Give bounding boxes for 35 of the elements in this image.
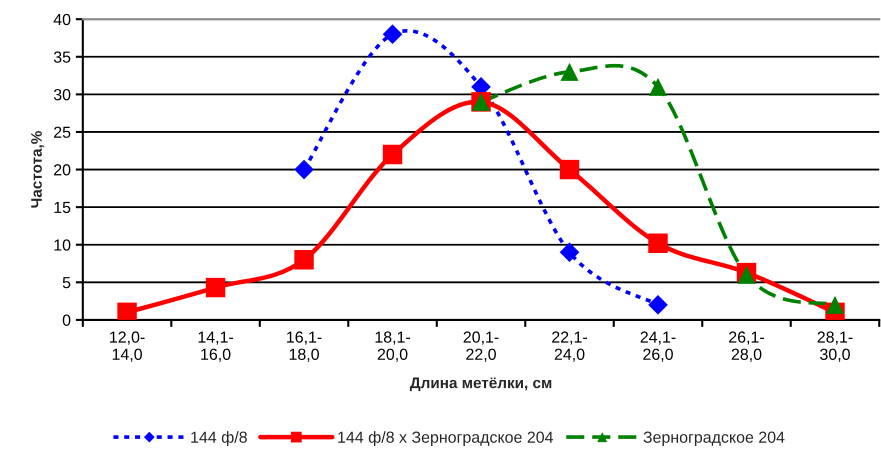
- x-tick-label: 14,1- 16,0: [198, 332, 234, 362]
- point: [560, 160, 580, 180]
- legend-label: 144 ф/8: [191, 431, 247, 446]
- x-tick-label: 18,1- 20,0: [376, 331, 410, 362]
- point: [206, 278, 226, 298]
- point: [648, 295, 668, 315]
- y-tick-label: 35: [54, 51, 70, 63]
- point: [560, 242, 580, 262]
- y-tick-label: 15: [54, 202, 70, 214]
- y-tick-label: 5: [62, 277, 70, 288]
- point: [648, 78, 668, 96]
- point: [382, 144, 402, 164]
- y-tick-label: 20: [54, 164, 70, 176]
- point: [294, 250, 314, 270]
- y-axis-title: Частота,%: [31, 131, 44, 208]
- y-tick-label: 25: [54, 126, 70, 138]
- x-tick-label: 16,1- 18,0: [287, 331, 322, 362]
- y-tick-label: 40: [54, 14, 70, 26]
- point: [648, 233, 668, 253]
- point: [826, 296, 844, 314]
- x-tick-label: 26,1- 28,0: [729, 331, 764, 362]
- x-tick-label: 20,1- 22,0: [464, 331, 499, 362]
- y-tick-label: 0: [62, 314, 70, 326]
- x-tick-label: 22,1- 24,0: [552, 331, 588, 362]
- x-axis-title: Длина метёлки, см: [410, 377, 552, 392]
- legend-label: 144 ф/8 х Зерноградское 204: [338, 431, 554, 446]
- y-tick-label: 10: [54, 239, 70, 251]
- point: [294, 160, 314, 180]
- x-tick-label: 24,1- 26,0: [640, 331, 676, 362]
- y-tick-label: 30: [54, 89, 70, 100]
- x-tick-label: 28,1- 30,0: [818, 331, 852, 362]
- legend-label: Зерноградское 204: [643, 432, 784, 446]
- x-tick-label: 12,0- 14,0: [110, 331, 145, 362]
- point: [382, 24, 402, 44]
- point: [560, 62, 579, 81]
